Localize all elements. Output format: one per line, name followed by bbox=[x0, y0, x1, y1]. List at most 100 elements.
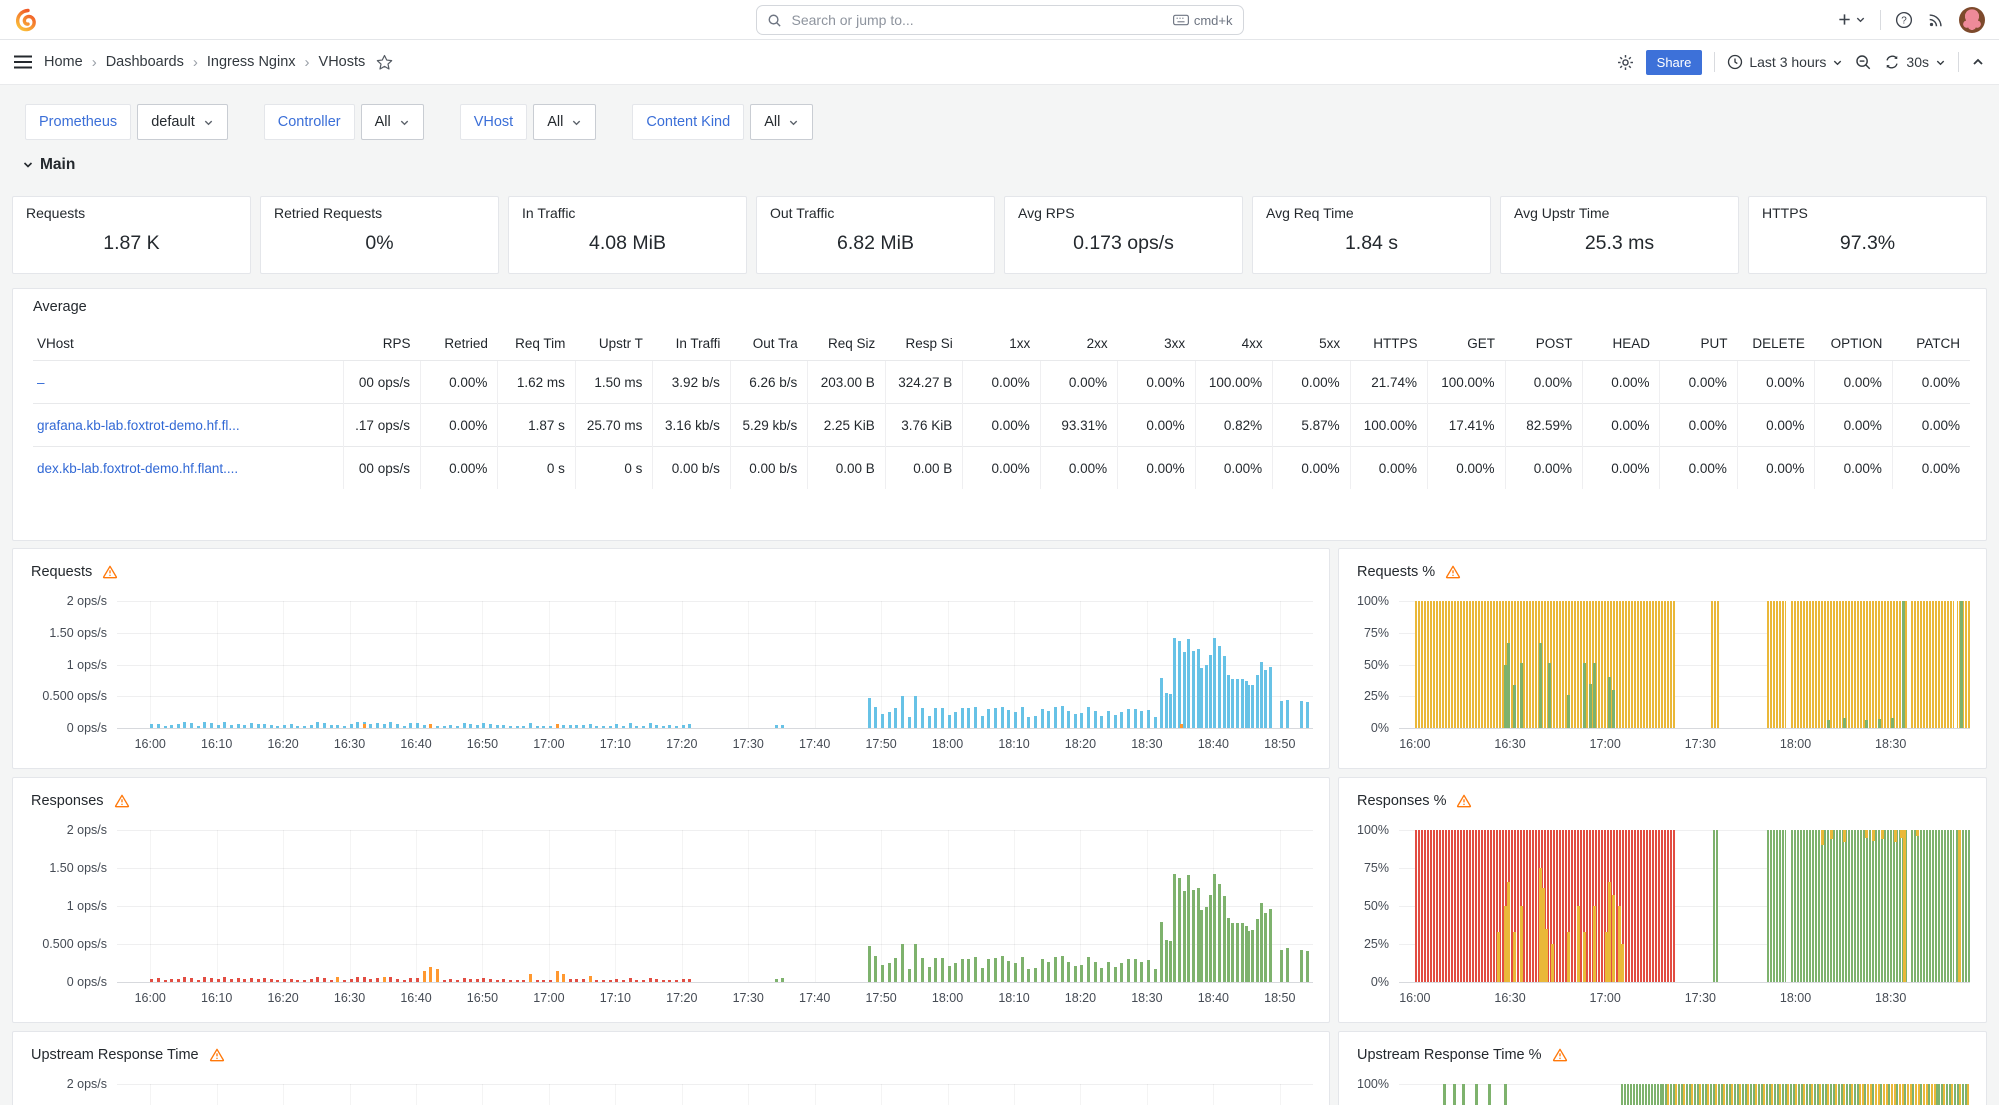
bar bbox=[582, 979, 586, 982]
x-axis-label: 17:00 bbox=[1589, 737, 1621, 751]
bar bbox=[628, 723, 632, 728]
warning-icon[interactable] bbox=[102, 564, 118, 580]
bar bbox=[1222, 896, 1226, 982]
value-cell: 0.00% bbox=[1504, 360, 1583, 404]
column-header-req-tim[interactable]: Req Tim bbox=[515, 336, 566, 351]
warning-icon[interactable] bbox=[1552, 1047, 1568, 1063]
variable-value-3[interactable]: All bbox=[750, 104, 814, 140]
menu-icon[interactable] bbox=[14, 55, 32, 69]
vertical-gridline bbox=[881, 830, 883, 982]
column-header-4xx[interactable]: 4xx bbox=[1241, 336, 1263, 351]
column-header-upstr-t[interactable]: Upstr T bbox=[598, 336, 643, 351]
column-header-retried[interactable]: Retried bbox=[444, 336, 488, 351]
chart-title-upstream_pct[interactable]: Upstream Response Time % bbox=[1357, 1047, 1542, 1063]
bar bbox=[229, 724, 233, 728]
bar bbox=[1007, 960, 1011, 982]
add-new-button[interactable] bbox=[1837, 12, 1866, 27]
variable-label-3[interactable]: Content Kind bbox=[632, 104, 745, 140]
column-header-head[interactable]: HEAD bbox=[1612, 336, 1650, 351]
column-header-vhost[interactable]: VHost bbox=[37, 336, 74, 351]
warning-icon[interactable] bbox=[209, 1047, 225, 1063]
vhost-link[interactable]: grafana.kb-lab.foxtrot-demo.hf.fl... bbox=[37, 417, 240, 433]
column-header-post[interactable]: POST bbox=[1535, 336, 1573, 351]
column-header-get[interactable]: GET bbox=[1467, 336, 1496, 351]
variable-label-1[interactable]: Controller bbox=[263, 104, 355, 140]
search-input[interactable] bbox=[789, 11, 1165, 29]
column-header-put[interactable]: PUT bbox=[1700, 336, 1728, 351]
bar bbox=[894, 957, 898, 982]
table-row: –00 ops/s 0.00% 1.62 ms 1.50 ms 3.92 b/s 6.26… bbox=[33, 360, 1970, 404]
breadcrumb-current[interactable]: VHosts bbox=[318, 54, 366, 70]
variable-label-2[interactable]: VHost bbox=[459, 104, 528, 140]
vertical-gridline bbox=[150, 830, 152, 982]
bar bbox=[575, 725, 579, 728]
column-header-1xx[interactable]: 1xx bbox=[1009, 336, 1031, 351]
bar bbox=[236, 978, 240, 982]
warning-icon[interactable] bbox=[114, 793, 130, 809]
chart-title-upstream[interactable]: Upstream Response Time bbox=[31, 1047, 199, 1063]
column-header-in-traffi[interactable]: In Traffi bbox=[675, 336, 721, 351]
stat-title: Out Traffic bbox=[770, 205, 835, 221]
time-range-picker[interactable]: Last 3 hours bbox=[1727, 54, 1843, 70]
chart-title-responses_pct[interactable]: Responses % bbox=[1357, 793, 1447, 809]
vertical-gridline bbox=[681, 1084, 683, 1105]
vhost-link[interactable]: dex.kb-lab.foxtrot-demo.hf.flant.... bbox=[37, 460, 239, 476]
bar bbox=[980, 967, 984, 982]
bar bbox=[1475, 1084, 1479, 1105]
global-search[interactable]: cmd+k bbox=[755, 5, 1244, 35]
breadcrumb-home[interactable]: Home bbox=[44, 54, 83, 70]
chart-title-responses[interactable]: Responses bbox=[31, 793, 104, 809]
vertical-gridline bbox=[1080, 830, 1082, 982]
column-header-5xx[interactable]: 5xx bbox=[1319, 336, 1341, 351]
column-header-rps[interactable]: RPS bbox=[382, 336, 411, 351]
refresh-picker[interactable]: 30s bbox=[1884, 54, 1946, 70]
variable-value-1[interactable]: All bbox=[360, 104, 424, 140]
chevron-down-icon bbox=[1834, 60, 1842, 65]
section-row-main[interactable]: Main bbox=[22, 156, 75, 174]
grafana-logo-icon[interactable] bbox=[14, 8, 38, 32]
star-icon[interactable] bbox=[376, 54, 393, 71]
bar bbox=[774, 725, 778, 728]
vertical-gridline bbox=[1279, 830, 1281, 982]
column-header-option[interactable]: OPTION bbox=[1830, 336, 1883, 351]
chart-title-requests[interactable]: Requests bbox=[31, 564, 93, 580]
value-cell: 0.00 b/s bbox=[729, 446, 808, 489]
bar bbox=[1007, 710, 1011, 728]
column-header-req-siz[interactable]: Req Siz bbox=[828, 336, 876, 351]
value-cell: 00 ops/s bbox=[342, 446, 421, 489]
news-button[interactable] bbox=[1927, 11, 1945, 29]
value-cell: 0.00% bbox=[1581, 360, 1660, 404]
user-avatar[interactable] bbox=[1959, 6, 1985, 33]
column-header-out-tra[interactable]: Out Tra bbox=[752, 336, 798, 351]
bar bbox=[243, 979, 247, 982]
bar bbox=[1040, 959, 1044, 982]
zoom-out-icon[interactable] bbox=[1855, 54, 1872, 71]
column-header-https[interactable]: HTTPS bbox=[1373, 336, 1418, 351]
chart-title-requests_pct[interactable]: Requests % bbox=[1357, 564, 1436, 580]
bar bbox=[595, 979, 599, 982]
vhost-link[interactable]: – bbox=[37, 374, 45, 390]
bar bbox=[1865, 720, 1869, 728]
column-header-resp-si[interactable]: Resp Si bbox=[905, 336, 953, 351]
average-table: VHost RPS Retried Req Tim Upstr T In Traffi Ou… bbox=[33, 329, 1970, 489]
bar-band bbox=[1662, 1084, 1859, 1105]
vertical-gridline bbox=[416, 601, 417, 728]
column-header-3xx[interactable]: 3xx bbox=[1164, 336, 1186, 351]
bar bbox=[1959, 601, 1963, 728]
column-header-2xx[interactable]: 2xx bbox=[1086, 336, 1108, 351]
collapse-toolbar-icon[interactable] bbox=[1971, 55, 1985, 69]
warning-icon[interactable] bbox=[1456, 793, 1472, 809]
variable-value-0[interactable]: default bbox=[137, 104, 228, 140]
column-header-delete[interactable]: DELETE bbox=[1752, 336, 1805, 351]
breadcrumb-dashboards[interactable]: Dashboards bbox=[105, 54, 184, 70]
help-button[interactable]: ? bbox=[1895, 11, 1913, 29]
warning-icon[interactable] bbox=[1445, 564, 1461, 580]
bar bbox=[954, 963, 958, 982]
breadcrumb-folder[interactable]: Ingress Nginx bbox=[206, 54, 296, 70]
panel-title[interactable]: Average bbox=[33, 299, 87, 315]
variable-value-2[interactable]: All bbox=[533, 104, 597, 140]
variable-label-0[interactable]: Prometheus bbox=[25, 104, 132, 140]
dashboard-settings-icon[interactable] bbox=[1617, 54, 1634, 71]
share-button[interactable]: Share bbox=[1645, 49, 1703, 75]
column-header-patch[interactable]: PATCH bbox=[1916, 336, 1960, 351]
